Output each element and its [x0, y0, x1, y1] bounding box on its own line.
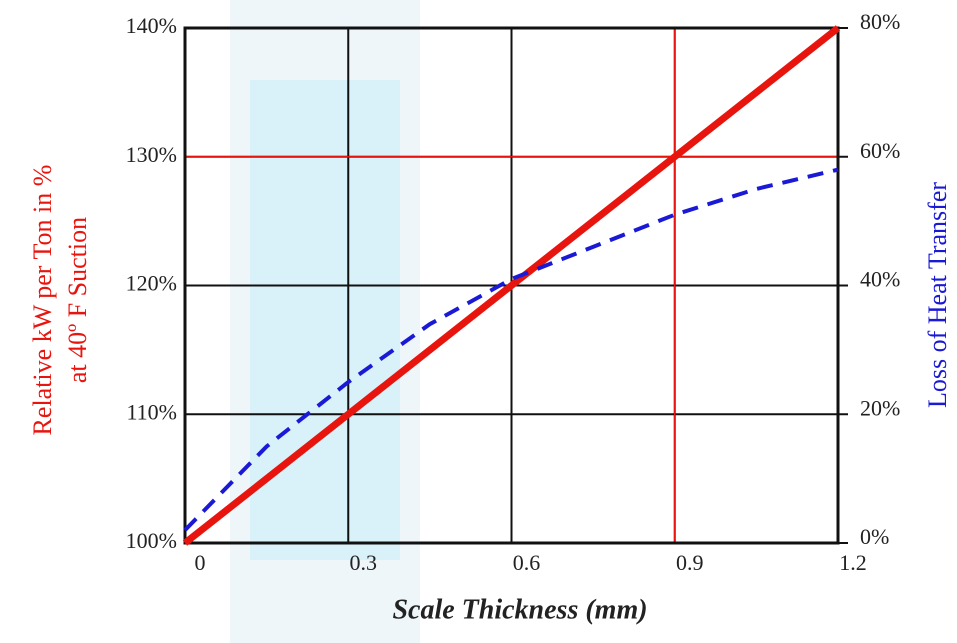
y-tick-label: 110% — [126, 399, 177, 424]
chart: Scale Thickness (mm) Relative kW per Ton… — [0, 0, 957, 643]
background-figure — [250, 80, 400, 560]
y2-tick-label: 20% — [860, 395, 900, 420]
y-tick-label: 130% — [126, 142, 177, 167]
x-tick-label: 0.3 — [350, 550, 378, 575]
y2-tick-label: 80% — [860, 9, 900, 34]
y-tick-label: 100% — [126, 528, 177, 553]
y-axis-title: at 40º F Suction — [63, 217, 92, 383]
y-tick-label: 140% — [126, 13, 177, 38]
y2-tick-label: 0% — [860, 524, 889, 549]
x-axis-title: Scale Thickness (mm) — [392, 594, 647, 625]
x-tick-label: 0 — [195, 550, 206, 575]
x-tick-label: 1.2 — [839, 550, 867, 575]
x-tick-label: 0.9 — [676, 550, 704, 575]
y2-tick-label: 60% — [860, 138, 900, 163]
x-tick-label: 0.6 — [513, 550, 541, 575]
y2-axis-title: Loss of Heat Transfer — [923, 182, 952, 408]
y-tick-label: 120% — [126, 271, 177, 296]
y-axis-title: Relative kW per Ton in % — [28, 165, 57, 436]
y2-tick-label: 40% — [860, 267, 900, 292]
